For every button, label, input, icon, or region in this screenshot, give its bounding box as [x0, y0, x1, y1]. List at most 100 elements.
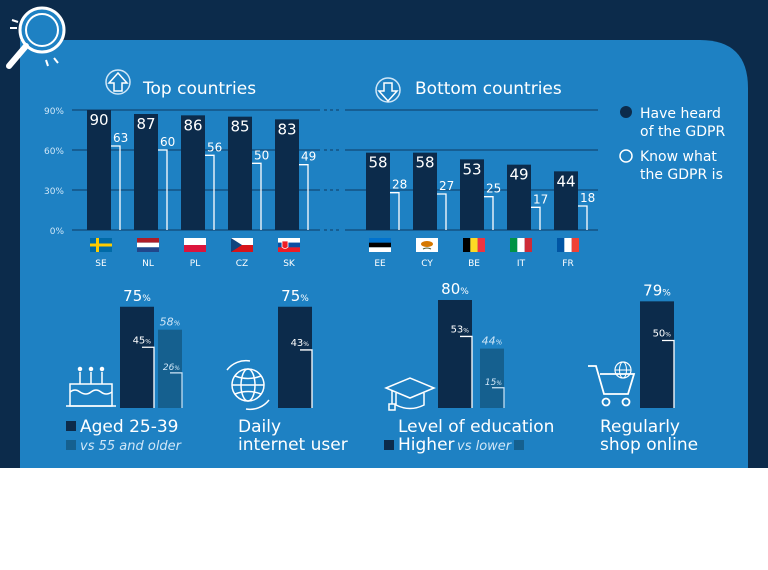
age-label: Aged 25-39: [80, 417, 178, 437]
bar-group-heard: [278, 306, 312, 408]
bar-heard-fr: [554, 171, 578, 230]
top-countries-title: Top countries: [142, 79, 256, 99]
label-group-know: 50%: [653, 329, 672, 340]
bar-heard-nl: [134, 114, 158, 230]
label-heard-se: 90: [89, 111, 108, 129]
label-know-nl: 60: [160, 135, 175, 149]
country-group-sk: 83 49 SK: [275, 119, 316, 269]
bar-heard-se: [87, 110, 111, 230]
country-code-be: BE: [468, 259, 480, 269]
label-heard-sk: 83: [277, 120, 296, 138]
education-higher-label: Higher: [398, 435, 455, 455]
bar-heard-cy: [413, 152, 437, 230]
shop-label-1: Regularly: [600, 417, 680, 437]
y-tick-label: 60%: [44, 147, 64, 157]
y-axis-ticks: 90% 60% 30% 0%: [44, 107, 64, 237]
bar-know-fr: [578, 205, 588, 230]
demographic-charts: 75%45%58%26%75%43%80%53%44%15%79%50%: [120, 280, 675, 408]
label-compare-heard: 58%: [160, 316, 181, 329]
country-code-pl: PL: [190, 259, 200, 269]
education-label: Level of education: [398, 417, 554, 437]
label-heard-ee: 58: [368, 154, 387, 172]
label-compare-know: 15%: [485, 378, 502, 388]
bar-compare-heard: [480, 348, 504, 408]
label-know-cy: 27: [439, 179, 454, 193]
bar-compare-know: [170, 372, 183, 408]
label-marker-mid: [66, 440, 76, 450]
country-group-nl: 87 60 NL: [134, 114, 175, 269]
label-know-be: 25: [486, 182, 501, 196]
label-know-pl: 56: [207, 140, 222, 154]
bar-know-it: [531, 206, 541, 230]
label-heard-fr: 44: [556, 172, 575, 190]
label-heard-pl: 86: [183, 116, 202, 134]
legend-know-line1: Know what: [640, 149, 717, 165]
flag-belgium: [463, 238, 485, 252]
country-group-be: 53 25 BE: [460, 159, 501, 269]
bar-know-pl: [205, 154, 215, 230]
country-code-nl: NL: [142, 259, 154, 269]
y-tick-label: 0%: [50, 227, 65, 237]
label-group-know: 43%: [291, 338, 310, 349]
country-group-fr: 44 18 FR: [554, 171, 595, 269]
magnifier-icon: [6, 6, 66, 69]
bar-group-know: [142, 346, 155, 408]
birthday-cake-icon: [66, 366, 116, 407]
bar-heard-pl: [181, 115, 205, 230]
flag-cyprus: [416, 238, 438, 252]
legend-heard-line1: Have heard: [640, 106, 721, 122]
country-group-se: 90 63 SE: [87, 110, 128, 269]
flag-italy: [510, 238, 532, 252]
internet-label-1: Daily: [238, 417, 281, 437]
country-code-se: SE: [95, 259, 107, 269]
label-know-ee: 28: [392, 178, 407, 192]
bar-know-be: [484, 196, 494, 230]
country-code-cy: CY: [421, 259, 433, 269]
flag-poland: [184, 238, 206, 252]
bottom-countries-title: Bottom countries: [415, 79, 562, 99]
education-marker-dark: [384, 440, 394, 450]
bar-know-nl: [158, 149, 168, 230]
bar-heard-it: [507, 164, 531, 230]
flag-france: [557, 238, 579, 252]
bar-heard-ee: [366, 152, 390, 230]
group-labels: Aged 25-39 vs 55 and older Daily interne…: [66, 417, 698, 455]
label-know-it: 17: [533, 192, 548, 206]
bar-heard-sk: [275, 119, 299, 230]
label-heard-cz: 85: [230, 118, 249, 136]
bar-know-se: [111, 145, 121, 230]
bar-compare-heard: [158, 329, 182, 408]
label-marker-dark: [66, 421, 76, 431]
demographic-bar-group-1: 75%45%58%26%: [120, 287, 183, 408]
demographic-bar-group-3: 80%53%44%15%: [438, 280, 505, 408]
label-heard-cy: 58: [415, 154, 434, 172]
bar-compare-know: [492, 387, 505, 408]
age-compare-label: vs 55 and older: [80, 439, 183, 454]
flag-slovakia: [278, 238, 300, 252]
bar-group-know: [300, 349, 313, 408]
country-code-cz: CZ: [236, 259, 248, 269]
education-lower-label: vs lower: [457, 439, 513, 454]
country-group-pl: 86 56 PL: [181, 115, 222, 269]
label-know-se: 63: [113, 131, 128, 145]
country-code-ee: EE: [374, 259, 386, 269]
legend: Have heard of the GDPR Know what the GDP…: [619, 106, 725, 183]
flag-sweden: [90, 238, 112, 252]
label-group-know: 53%: [451, 324, 470, 335]
legend-know-line2: the GDPR is: [640, 167, 723, 183]
bar-know-cy: [437, 193, 447, 230]
label-compare-heard: 44%: [482, 335, 503, 348]
legend-know-marker: [619, 149, 633, 163]
label-heard-it: 49: [509, 166, 528, 184]
bar-group-heard: [438, 300, 472, 408]
bar-know-sk: [299, 164, 309, 230]
y-tick-label: 30%: [44, 187, 64, 197]
shopping-cart-icon: [588, 361, 636, 407]
country-code-fr: FR: [562, 259, 573, 269]
label-heard-be: 53: [462, 160, 481, 178]
label-group-know: 45%: [133, 335, 152, 346]
country-code-sk: SK: [283, 259, 296, 269]
flag-netherlands: [137, 238, 159, 252]
country-group-cz: 85 50 CZ: [228, 116, 269, 269]
